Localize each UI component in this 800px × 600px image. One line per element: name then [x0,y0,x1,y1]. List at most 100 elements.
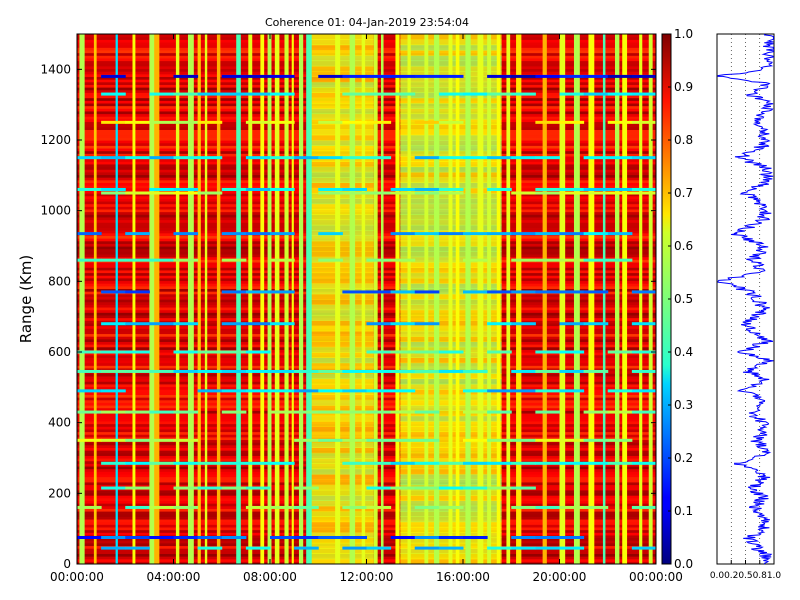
heatmap-range-line [511,156,536,160]
heatmap-range-line [173,156,199,160]
heatmap-time-band [648,34,653,564]
heatmap-range-line [197,486,223,490]
heatmap-range-line [487,290,512,294]
heatmap-range-line [221,322,247,326]
profile-x-tick-label: 0.5 [738,571,752,581]
heatmap-range-line [197,461,223,465]
heatmap-zone-cell [308,108,374,115]
heatmap-range-line [631,156,656,160]
heatmap-range-line [318,191,343,195]
heatmap-time-band [465,34,471,564]
heatmap-range-line [197,120,223,124]
heatmap-range-line [318,389,343,393]
heatmap-zone-cell [308,415,374,422]
heatmap-time-band [204,34,208,564]
heatmap-zone-cell [308,161,374,168]
heatmap-range-line [125,461,150,465]
heatmap-range-line [221,187,247,191]
heatmap-range-line [631,546,656,550]
heatmap-range-line [366,156,392,160]
heatmap-range-line [631,389,656,393]
heatmap-range-line [463,232,488,236]
heatmap-time-band [542,34,547,564]
heatmap-range-line [125,232,150,236]
colorbar-tick-label: 0.9 [674,80,693,94]
heatmap-range-line [294,389,319,393]
heatmap-range-line [607,92,633,96]
heatmap-range-line [390,92,416,96]
heatmap-range-line [463,486,488,490]
heatmap-time-band [487,34,492,564]
heatmap-range-line [511,74,536,78]
heatmap-range-line [607,389,633,393]
heatmap-zone-cell [308,383,374,390]
heatmap-time-band [516,34,522,564]
heatmap-range-line [173,191,199,195]
heatmap-zone-cell [308,405,374,411]
heatmap-zone-cell [308,219,374,226]
x-tick-label: 16:00:00 [436,570,490,584]
heatmap-range-line [125,322,150,326]
heatmap-range-line [438,369,464,373]
heatmap-range-line [390,389,416,393]
heatmap-range-line [318,369,343,373]
heatmap-range-line [414,191,440,195]
heatmap-time-band [455,34,460,564]
heatmap-range-line [583,505,609,509]
heatmap-range-line [559,350,585,354]
heatmap-range-line [438,505,464,509]
heatmap-range-line [125,156,150,160]
heatmap-range-line [366,438,392,442]
heatmap-range-line [294,505,319,509]
heatmap-range-line [294,410,319,414]
heatmap-range-line [77,536,102,539]
heatmap-range-line [390,191,416,195]
heatmap-zone-cell [308,553,374,560]
heatmap-range-line [559,438,585,442]
heatmap-range-line [414,369,440,373]
heatmap-range-line [535,187,560,191]
heatmap-range-line [245,486,271,490]
heatmap-range-line [245,187,271,191]
heatmap-range-line [366,486,392,490]
heatmap-zone-cell [308,426,374,433]
heatmap-range-line [245,120,271,124]
heatmap-range-line [173,350,199,354]
heatmap-zone-cell [308,44,374,51]
heatmap-cells [77,34,656,564]
heatmap-zone-cell [308,49,374,56]
heatmap-range-line [197,156,223,160]
heatmap-range-line [342,410,367,414]
heatmap-range-line [390,74,416,78]
heatmap-time-band [506,34,511,564]
heatmap-range-line [221,410,247,414]
heatmap-range-line [366,369,392,373]
heatmap-range-line [149,410,174,414]
heatmap-range-line [366,322,392,326]
heatmap-time-band [291,34,294,564]
heatmap-range-line [583,322,609,326]
heatmap-range-line [631,290,656,294]
heatmap-range-line [631,187,656,191]
heatmap-range-line [221,290,247,294]
heatmap-time-band [622,34,628,564]
heatmap-range-line [197,350,223,354]
heatmap-range-line [414,505,440,509]
heatmap-range-line [583,92,609,96]
heatmap-range-line [270,505,295,509]
y-tick-label: 400 [48,416,71,430]
heatmap-zone-cell [308,484,374,491]
heatmap-range-line [149,187,174,191]
heatmap-range-line [535,120,560,124]
heatmap-range-line [511,322,536,326]
heatmap-range-line [631,369,656,373]
heatmap-range-line [77,369,102,373]
heatmap-range-line [631,191,656,195]
heatmap-range-line [294,369,319,373]
heatmap-plot: 00:00:00 04:00:00 08:00:00 12:00:00 16:00:00… [17,33,683,584]
heatmap-time-band [149,34,156,564]
heatmap-range-line [511,546,536,550]
heatmap-range-line [77,389,102,393]
colorbar: 0.0 0.1 0.2 0.3 0.4 0.5 0.6 0.7 0.8 0.9 1.0 [661,27,693,571]
heatmap-zone-cell [308,309,374,316]
